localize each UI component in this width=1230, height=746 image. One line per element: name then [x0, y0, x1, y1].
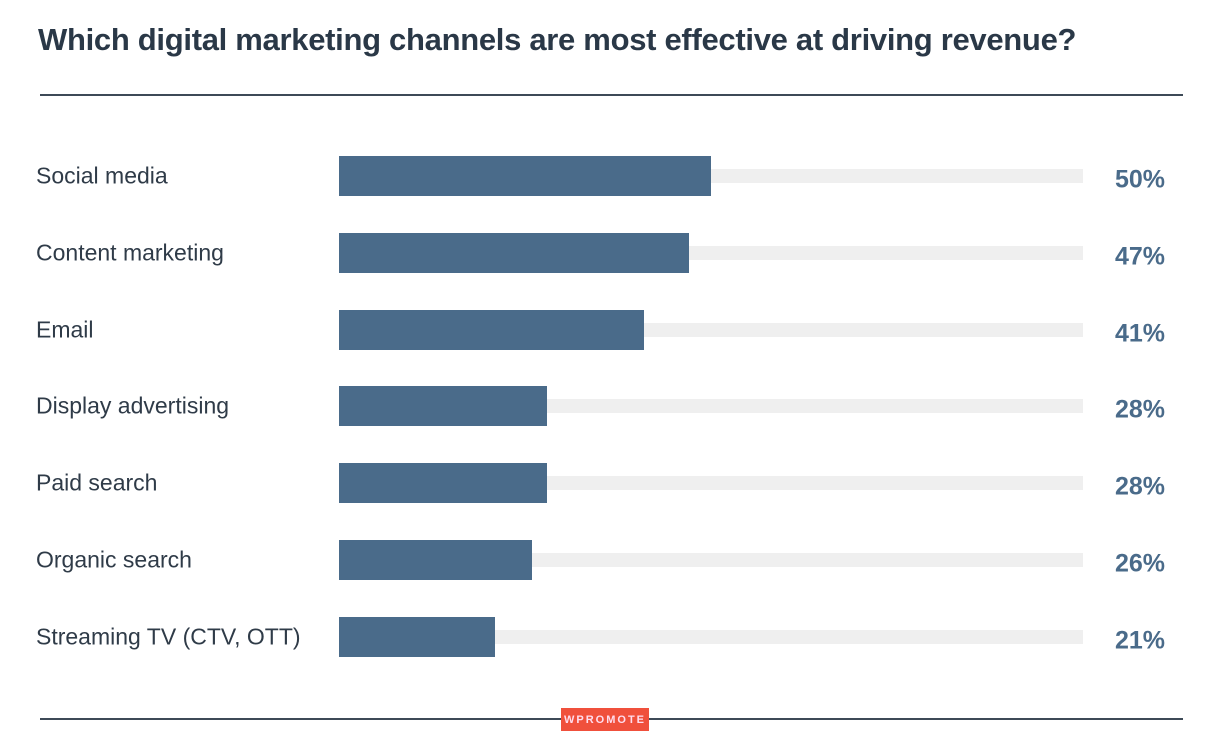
category-label: Paid search [36, 469, 158, 496]
wpromote-logo: WPROMOTE [561, 708, 649, 731]
category-label: Email [36, 316, 94, 343]
value-label: 26% [1114, 549, 1166, 578]
category-label: Streaming TV (CTV, OTT) [36, 623, 301, 650]
top-divider [40, 94, 1183, 96]
bar [339, 616, 496, 657]
value-label: 41% [1114, 319, 1166, 348]
category-label: Social media [36, 162, 168, 189]
bar [339, 540, 533, 580]
bar [339, 156, 711, 196]
value-label: 28% [1114, 472, 1166, 501]
value-label: 47% [1114, 242, 1166, 271]
value-label: 21% [1114, 626, 1166, 655]
bar [339, 309, 645, 350]
category-label: Content marketing [36, 239, 224, 266]
value-label: 28% [1114, 395, 1166, 424]
category-label: Display advertising [36, 392, 230, 419]
chart-title: Which digital marketing channels are mos… [38, 22, 1077, 57]
bar-track [339, 629, 1083, 644]
bar [339, 232, 689, 273]
category-label: Organic search [36, 546, 192, 573]
bar [339, 463, 548, 504]
value-label: 50% [1114, 165, 1166, 194]
bar [339, 386, 548, 427]
